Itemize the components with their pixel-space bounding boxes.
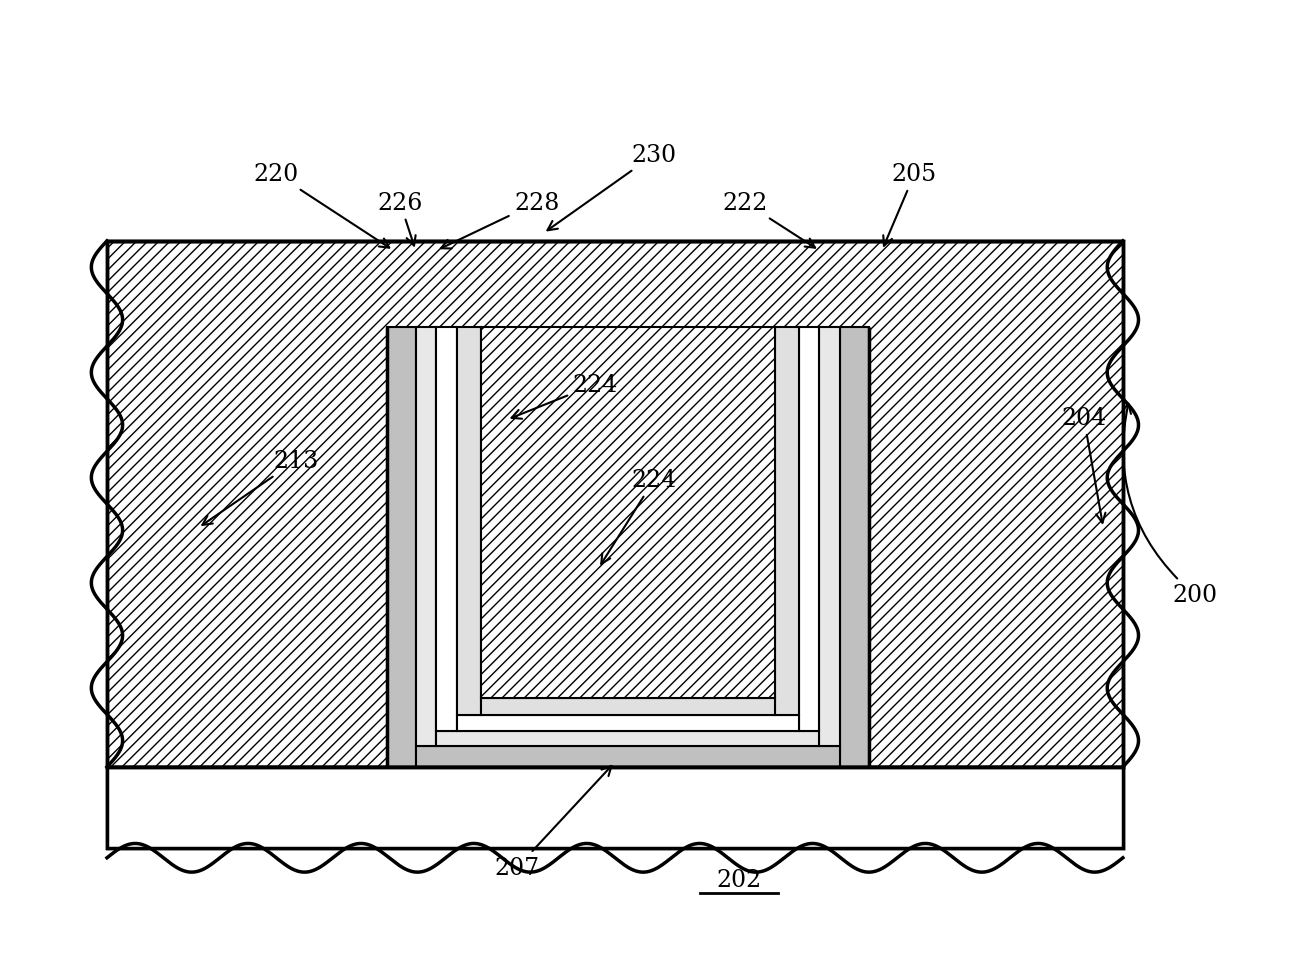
Text: 222: 222 <box>722 192 815 249</box>
Bar <box>387 328 416 767</box>
Text: 224: 224 <box>602 469 676 564</box>
Bar <box>107 767 1122 849</box>
Bar <box>437 730 819 746</box>
Text: 204: 204 <box>1061 407 1107 523</box>
Bar <box>387 328 869 767</box>
Bar <box>458 716 799 730</box>
Bar <box>107 767 1122 849</box>
Text: 220: 220 <box>254 163 390 248</box>
Bar <box>819 328 840 746</box>
Text: 228: 228 <box>441 192 560 249</box>
Bar <box>107 241 1122 767</box>
Bar <box>481 328 776 699</box>
Text: 213: 213 <box>203 450 318 526</box>
Bar <box>481 699 776 716</box>
Text: 230: 230 <box>548 144 676 231</box>
Bar <box>107 241 1122 767</box>
Text: 200: 200 <box>1122 405 1216 606</box>
Bar <box>799 328 819 730</box>
Bar <box>458 328 481 716</box>
Bar <box>416 328 437 746</box>
Bar <box>840 328 869 767</box>
Text: 226: 226 <box>377 192 422 246</box>
Bar <box>387 328 869 767</box>
Text: 207: 207 <box>494 766 611 879</box>
Bar <box>776 328 799 716</box>
Text: 224: 224 <box>511 374 619 419</box>
Text: 205: 205 <box>883 163 937 247</box>
Bar <box>416 746 840 767</box>
Bar <box>437 328 458 730</box>
Text: 202: 202 <box>715 869 761 892</box>
